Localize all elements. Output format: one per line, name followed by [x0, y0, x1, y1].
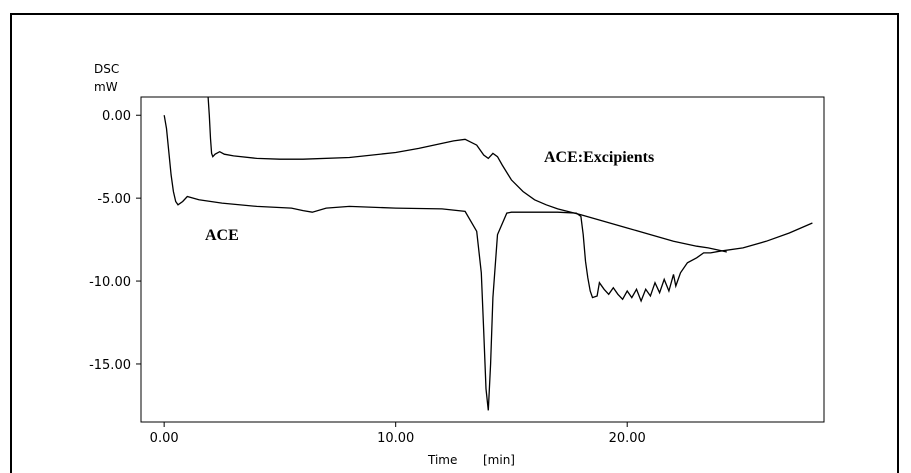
axis-ticks: 0.00 10.00 20.00 0.00 -5.00 -10.00 -15.00 — [89, 109, 646, 446]
plot-area-border — [140, 96, 825, 423]
y-tick-label: -15.00 — [89, 358, 131, 373]
y-axis-title-line1: DSC — [94, 62, 119, 76]
series-line-ace-excipients — [207, 96, 727, 253]
x-axis-title: Time — [427, 453, 457, 467]
series-label-ace-excipients: ACE:Excipients — [544, 149, 654, 166]
y-tick-label: 0.00 — [102, 109, 131, 124]
y-tick-label: -10.00 — [89, 275, 131, 290]
x-tick-label: 10.00 — [377, 431, 414, 446]
chart-frame — [10, 13, 899, 473]
series-line-ace — [163, 115, 813, 411]
y-axis-title-line2: mW — [94, 80, 118, 94]
series-label-ace: ACE — [205, 227, 239, 244]
x-tick-label: 0.00 — [150, 431, 179, 446]
y-tick-label: -5.00 — [97, 192, 131, 207]
x-axis-unit: [min] — [483, 453, 515, 467]
x-tick-label: 20.00 — [609, 431, 646, 446]
